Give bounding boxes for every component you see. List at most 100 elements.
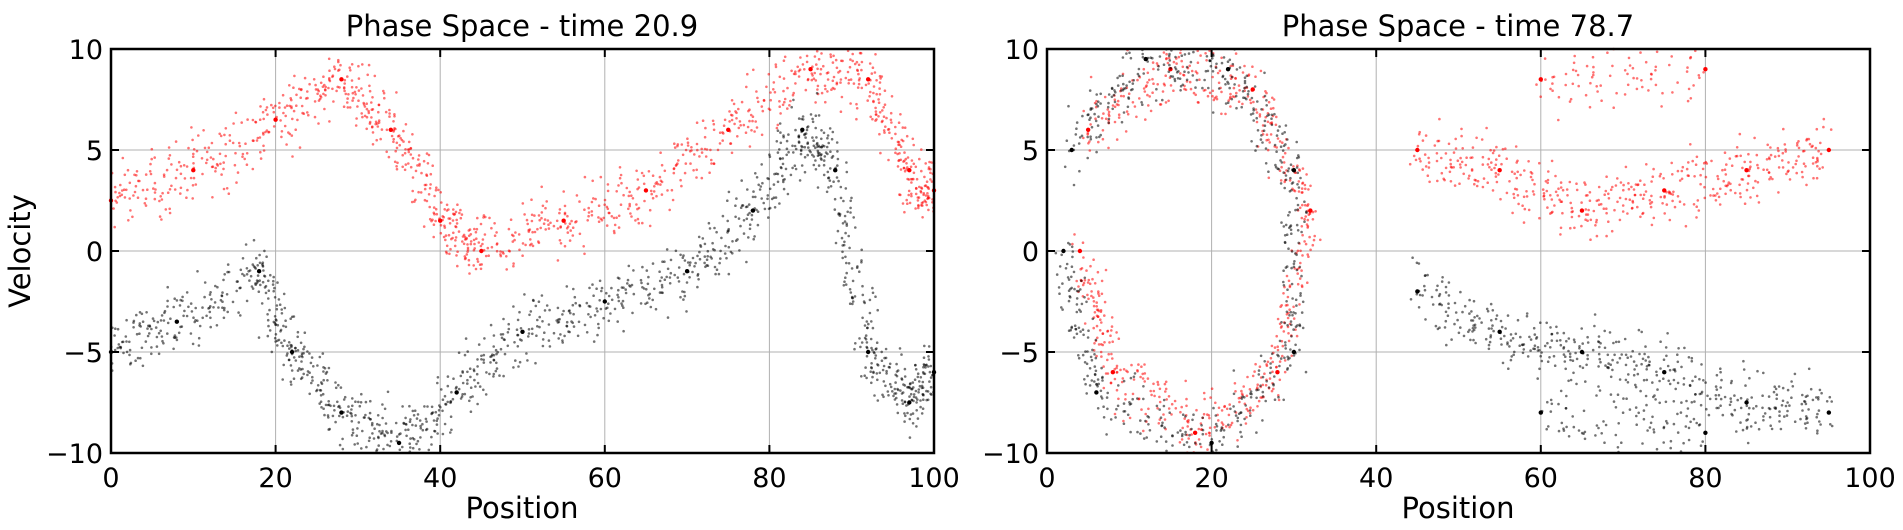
scatter-point [734, 110, 737, 113]
scatter-point [571, 234, 575, 237]
scatter-point [765, 85, 768, 89]
scatter-point [1060, 306, 1063, 309]
scatter-point [1738, 183, 1741, 187]
scatter-point [728, 110, 731, 113]
scatter-point [922, 398, 925, 402]
scatter-point [1457, 331, 1461, 335]
scatter-point [1575, 182, 1578, 185]
scatter-point [1261, 390, 1265, 394]
scatter-point [1069, 296, 1072, 299]
scatter-point [395, 91, 398, 94]
scatter-point [878, 81, 882, 84]
scatter-point [306, 350, 309, 353]
scatter-point [779, 157, 782, 161]
scatter-point [1114, 416, 1117, 419]
scatter-point [415, 417, 419, 420]
scatter-point [175, 168, 179, 172]
scatter-point [1436, 179, 1439, 183]
scatter-point [445, 252, 449, 255]
scatter-point [903, 159, 906, 163]
scatter-point [445, 203, 449, 207]
scatter-point [801, 115, 805, 118]
scatter-point [1746, 398, 1749, 401]
scatter-point [1184, 88, 1188, 92]
scatter-point [1735, 430, 1738, 433]
scatter-point [597, 216, 600, 219]
scatter-point [189, 332, 193, 335]
scatter-point [1762, 168, 1765, 171]
scatter-point [367, 109, 370, 113]
scatter-point [1522, 348, 1526, 351]
scatter-point [1791, 166, 1795, 169]
scatter-point [1158, 387, 1162, 391]
scatter-point [280, 135, 283, 139]
scatter-point [650, 192, 653, 196]
scatter-point [1655, 373, 1659, 377]
scatter-point [1756, 163, 1759, 167]
scatter-point [849, 58, 852, 61]
scatter-point [334, 381, 337, 384]
scatter-point [1268, 377, 1272, 380]
scatter-point [887, 158, 890, 162]
scatter-point [298, 367, 301, 370]
scatter-point [556, 259, 560, 262]
scatter-point [1672, 400, 1676, 403]
scatter-point [1640, 330, 1643, 334]
scatter-point [328, 69, 331, 72]
scatter-point [278, 303, 282, 307]
scatter-point [425, 420, 428, 423]
scatter-point [1578, 347, 1581, 350]
scatter-point [1458, 182, 1461, 185]
scatter-point [1815, 127, 1819, 131]
scatter-point [1552, 354, 1556, 358]
scatter-point [1297, 190, 1301, 193]
scatter-point [824, 87, 827, 91]
scatter-point [222, 161, 225, 164]
scatter-point [816, 88, 819, 91]
scatter-point [1651, 175, 1655, 178]
scatter-point [1269, 133, 1273, 136]
scatter-point [1155, 62, 1159, 65]
scatter-point [1083, 361, 1087, 364]
scatter-point [1665, 419, 1668, 423]
scatter-point [861, 284, 864, 288]
scatter-point [922, 356, 926, 360]
scatter-point [923, 199, 927, 202]
scatter-point [1113, 89, 1116, 92]
scatter-point [1109, 418, 1113, 421]
scatter-point [1715, 373, 1719, 377]
scatter-point [1670, 55, 1673, 58]
scatter-point [915, 409, 918, 412]
scatter-point [126, 168, 130, 172]
scatter-point [1294, 298, 1298, 302]
scatter-point [1565, 339, 1568, 343]
scatter-point [469, 240, 473, 243]
scatter-point [774, 65, 778, 69]
scatter-point [288, 84, 291, 87]
scatter-point [1240, 397, 1244, 400]
scatter-point [1287, 214, 1290, 217]
scatter-point [1475, 136, 1478, 140]
scatter-point [468, 228, 472, 231]
scatter-point [214, 170, 217, 173]
scatter-point [1121, 377, 1125, 380]
scatter-point [1158, 395, 1161, 399]
scatter-point [723, 252, 727, 255]
scatter-point [371, 96, 374, 99]
scatter-point [465, 253, 469, 256]
scatter-point [1559, 233, 1562, 236]
scatter-point [482, 353, 486, 357]
scatter-point [1579, 349, 1585, 355]
scatter-point [1503, 334, 1506, 338]
scatter-point [1560, 421, 1564, 425]
scatter-point [801, 145, 804, 149]
scatter-point [1165, 52, 1168, 56]
scatter-point [421, 422, 424, 426]
scatter-point [271, 283, 275, 286]
scatter-point [317, 122, 320, 125]
scatter-point [901, 202, 905, 205]
scatter-point [1456, 318, 1459, 322]
scatter-point [894, 147, 898, 150]
scatter-point [1724, 173, 1728, 176]
scatter-point [672, 167, 676, 170]
